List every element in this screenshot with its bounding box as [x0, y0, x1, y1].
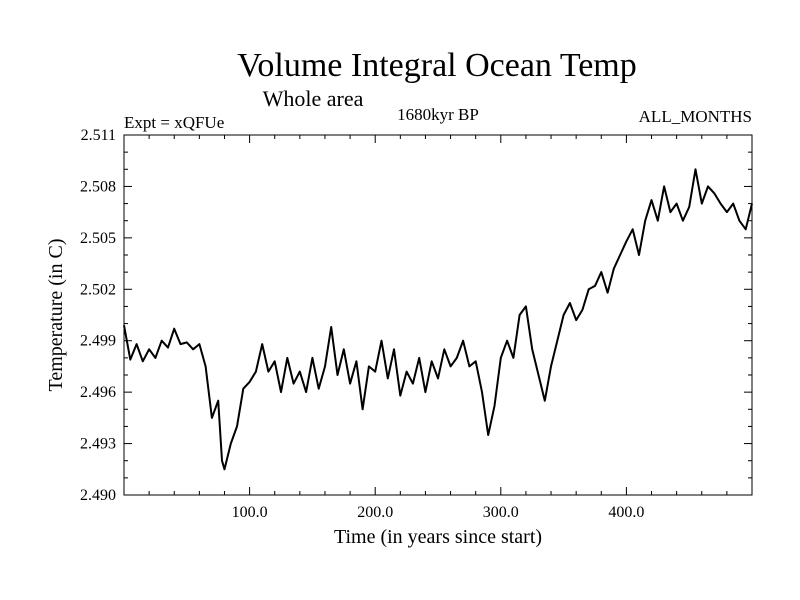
- y-tick-label: 2.511: [81, 127, 116, 144]
- chart-title: Volume Integral Ocean Temp: [237, 47, 637, 84]
- series-line: [123, 168, 753, 471]
- y-tick-label: 2.499: [80, 333, 116, 350]
- y-tick-label: 2.508: [80, 178, 116, 195]
- y-tick-label: 2.493: [80, 436, 116, 453]
- y-axis: 2.490 2.493 2.496 2.499 2.502 2.505 2.508 2.511: [80, 127, 752, 504]
- y-tick-label: 2.502: [80, 281, 116, 298]
- y-tick-label: 2.505: [80, 230, 116, 247]
- x-tick-label: 400.0: [608, 504, 644, 521]
- months-label: ALL_MONTHS: [639, 107, 752, 126]
- plot-frame: [123, 134, 753, 496]
- x-axis: 100.0 200.0 300.0 400.0: [148, 135, 728, 521]
- y-axis-label: Temperature (in C): [45, 239, 67, 392]
- x-tick-label: 100.0: [232, 504, 268, 521]
- x-tick-label: 200.0: [357, 504, 393, 521]
- experiment-label: Expt = xQFUe: [124, 113, 224, 132]
- y-tick-label: 2.490: [80, 487, 116, 504]
- x-tick-label: 300.0: [483, 504, 519, 521]
- y-tick-label: 2.496: [80, 384, 116, 401]
- period-label: 1680kyr BP: [397, 105, 479, 124]
- x-axis-label: Time (in years since start): [334, 526, 542, 548]
- chart-subtitle: Whole area: [263, 86, 364, 111]
